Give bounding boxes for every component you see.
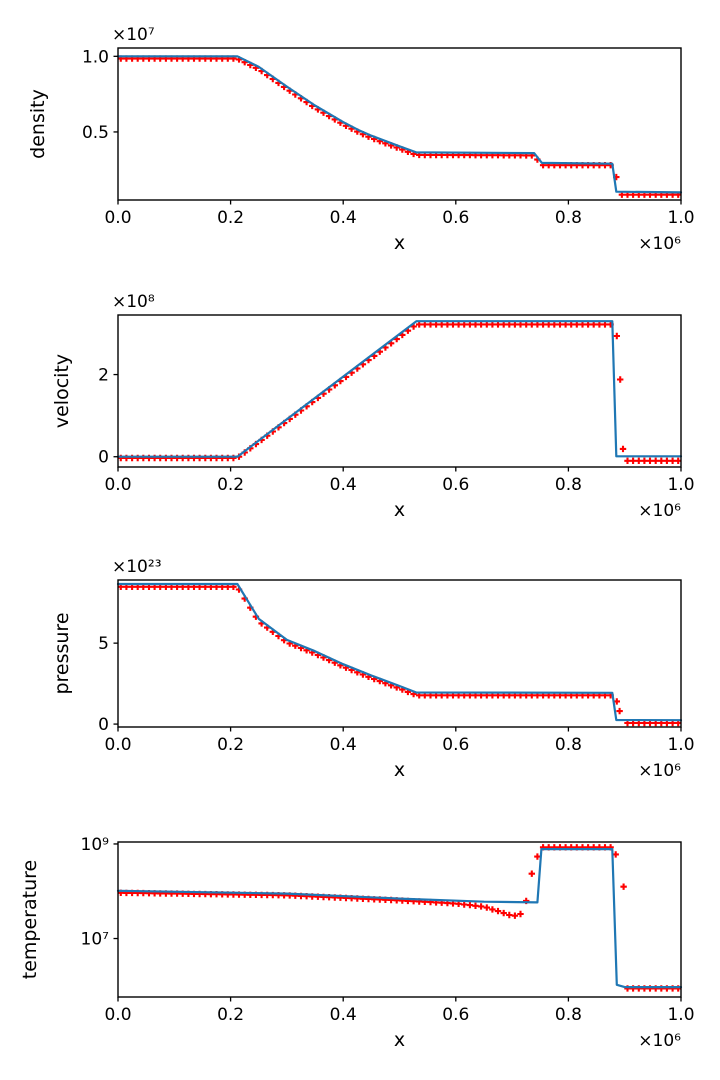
x-tick-label: 0.8 <box>555 208 582 228</box>
x-tick-label: 0.6 <box>442 1005 469 1025</box>
x-tick-label: 0.0 <box>104 475 131 495</box>
density-subplot: 0.0 0.2 0.4 0.6 0.8 1.0 0.5 1.0 ×10⁷ density x ×10⁶ <box>0 0 720 270</box>
x-tick-label: 0.2 <box>217 208 244 228</box>
velocity-subplot: 0.0 0.2 0.4 0.6 0.8 1.0 0 2 ×10⁸ velocity x ×10⁶ <box>0 270 720 540</box>
pressure-x-offset-label: ×10⁶ <box>638 761 681 781</box>
y-tick-label: 1.0 <box>82 47 109 67</box>
x-tick-label: 0.2 <box>217 475 244 495</box>
x-tick-label: 0.2 <box>217 735 244 755</box>
x-tick-label: 0.4 <box>330 208 357 228</box>
pressure-plot-svg: 0.0 0.2 0.4 0.6 0.8 1.0 0 5 ×10²³ pressure x ×10⁶ <box>51 557 695 781</box>
temperature-axes-frame <box>117 841 682 998</box>
x-tick-label: 0.0 <box>104 1005 131 1025</box>
x-tick-label: 0.6 <box>442 208 469 228</box>
temperature-data-markers <box>117 844 682 992</box>
x-tick-label: 0.0 <box>104 208 131 228</box>
pressure-subplot: 0.0 0.2 0.4 0.6 0.8 1.0 0 5 ×10²³ pressure x ×10⁶ <box>0 540 720 810</box>
x-tick-label: 0.8 <box>555 735 582 755</box>
temperature-y-axis-label: temperature <box>19 860 41 979</box>
x-tick-label: 0.4 <box>330 475 357 495</box>
y-tick-label: 0 <box>98 715 109 735</box>
y-tick-label: 0 <box>98 448 109 468</box>
x-tick-label: 0.6 <box>442 475 469 495</box>
velocity-x-offset-label: ×10⁶ <box>638 501 681 521</box>
y-tick-label: 2 <box>98 366 109 386</box>
x-tick-label: 0.8 <box>555 475 582 495</box>
x-tick-label: 0.6 <box>442 735 469 755</box>
y-tick-label: 0.5 <box>82 123 109 143</box>
x-tick-label: 0.4 <box>330 735 357 755</box>
pressure-y-axis-label: pressure <box>51 612 73 694</box>
density-x-offset-label: ×10⁶ <box>638 234 681 254</box>
x-tick-label: 0.2 <box>217 1005 244 1025</box>
velocity-x-axis-label: x <box>394 499 405 521</box>
pressure-x-axis-label: x <box>394 759 405 781</box>
y-tick-label: 10⁹ <box>81 835 110 855</box>
x-tick-label: 1.0 <box>667 475 694 495</box>
pressure-axes-frame <box>117 579 682 728</box>
velocity-data-markers <box>117 321 682 464</box>
velocity-y-offset-label: ×10⁸ <box>112 292 155 312</box>
density-x-axis-label: x <box>394 232 405 254</box>
x-tick-label: 0.8 <box>555 1005 582 1025</box>
pressure-data-markers <box>117 583 682 727</box>
y-tick-label: 10⁷ <box>81 930 110 950</box>
temperature-subplot: 0.0 0.2 0.4 0.6 0.8 1.0 10⁷ 10⁹ temperature x ×10⁶ <box>0 810 720 1080</box>
velocity-axes-frame <box>117 314 682 468</box>
pressure-y-offset-label: ×10²³ <box>112 557 162 577</box>
temperature-x-offset-label: ×10⁶ <box>638 1031 681 1051</box>
density-data-markers <box>117 55 682 198</box>
pressure-solution-line <box>116 582 683 722</box>
x-tick-label: 0.0 <box>104 735 131 755</box>
x-tick-label: 1.0 <box>667 1005 694 1025</box>
density-solution-line <box>116 55 683 194</box>
velocity-solution-line <box>116 320 683 458</box>
temperature-solution-line <box>116 847 683 989</box>
x-tick-label: 1.0 <box>667 208 694 228</box>
velocity-plot-svg: 0.0 0.2 0.4 0.6 0.8 1.0 0 2 ×10⁸ velocity x ×10⁶ <box>51 292 695 521</box>
x-tick-label: 1.0 <box>667 735 694 755</box>
y-tick-label: 5 <box>98 634 109 654</box>
density-y-offset-label: ×10⁷ <box>112 25 155 45</box>
temperature-plot-svg: 0.0 0.2 0.4 0.6 0.8 1.0 10⁷ 10⁹ temperature x ×10⁶ <box>19 835 695 1051</box>
density-y-axis-label: density <box>27 89 49 159</box>
x-tick-label: 0.4 <box>330 1005 357 1025</box>
temperature-x-axis-label: x <box>394 1029 405 1051</box>
density-axes-frame <box>117 47 682 201</box>
velocity-y-axis-label: velocity <box>51 354 73 428</box>
